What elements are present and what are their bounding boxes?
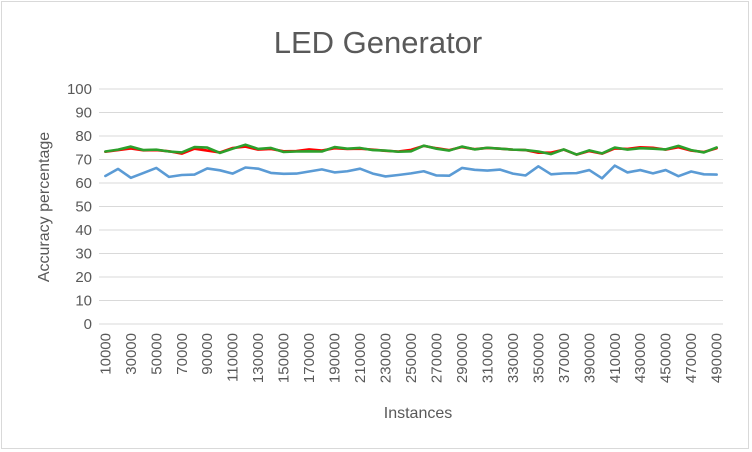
x-tick-label: 110000 (225, 333, 242, 382)
x-tick-label: 70000 (174, 333, 191, 375)
y-tick-label: 80 (75, 128, 92, 145)
x-tick-label: 330000 (505, 333, 522, 383)
y-axis-title: Accuracy percentage (36, 132, 53, 282)
x-tick-label: 410000 (607, 333, 624, 383)
series-line-3 (104, 143, 718, 156)
x-tick-label: 50000 (148, 333, 165, 375)
x-tick-label: 30000 (123, 333, 140, 375)
series-line-1 (104, 164, 718, 180)
x-tick-label: 270000 (428, 333, 445, 383)
y-tick-label: 50 (75, 199, 92, 216)
y-tick-label: 90 (75, 105, 92, 122)
x-tick-label: 350000 (530, 333, 547, 383)
x-tick-label: 430000 (632, 333, 649, 383)
y-tick-labels: 0 10 20 30 40 50 60 70 80 90 100 (67, 81, 92, 333)
y-tick-label: 60 (75, 175, 92, 192)
series-lines (104, 143, 718, 180)
x-tick-label: 450000 (658, 333, 675, 383)
y-tick-label: 30 (75, 246, 92, 263)
x-tick-label: 210000 (352, 333, 369, 383)
y-tick-label: 10 (75, 293, 92, 310)
x-tick-labels: 10000 30000 50000 70000 90000 110000 130000 150… (97, 333, 725, 383)
y-tick-label: 20 (75, 269, 92, 286)
x-tick-label: 90000 (199, 333, 216, 375)
x-tick-label: 370000 (556, 333, 573, 383)
x-axis-title: Instances (384, 405, 452, 422)
x-tick-label: 150000 (276, 333, 293, 383)
x-tick-label: 490000 (709, 333, 726, 383)
x-tick-label: 190000 (327, 333, 344, 383)
y-tick-label: 70 (75, 152, 92, 169)
x-tick-label: 10000 (97, 333, 114, 375)
y-tick-label: 0 (84, 316, 92, 333)
gridlines (99, 88, 723, 301)
y-tick-label: 100 (67, 81, 92, 98)
x-tick-label: 170000 (301, 333, 318, 383)
x-tick-label: 230000 (378, 333, 395, 383)
x-tick-label: 310000 (479, 333, 496, 383)
x-tick-label: 470000 (683, 333, 700, 383)
x-tick-label: 250000 (403, 333, 420, 383)
chart-title: LED Generator (274, 25, 483, 60)
x-tick-label: 390000 (581, 333, 598, 383)
x-tick-label: 130000 (250, 333, 267, 383)
y-tick-label: 40 (75, 222, 92, 239)
x-tick-label: 290000 (454, 333, 471, 383)
